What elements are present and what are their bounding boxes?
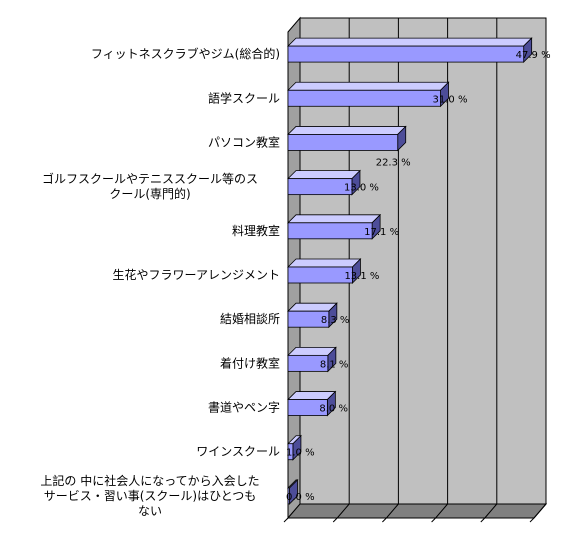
x-tick-mark [529, 517, 535, 523]
category-label: フィットネスクラブやジム(総合的) [91, 46, 280, 61]
category-label-line: クール(専門的) [109, 186, 190, 201]
bar-top-face [287, 81, 450, 91]
bar [287, 169, 361, 196]
category-label-line: ない [138, 504, 162, 518]
bar-top-face [287, 258, 362, 268]
bar-front-face [287, 134, 399, 151]
x-tick-mark [283, 517, 289, 523]
bar-front-face [287, 45, 525, 63]
category-label-line: ワインスクール [196, 445, 280, 459]
bar [287, 302, 338, 329]
bar-front-face [287, 399, 328, 416]
data-label: 1.0 % [286, 448, 315, 459]
bar-front-face [287, 487, 290, 505]
data-label: 0.0 % [286, 492, 315, 503]
category-label-line: フィットネスクラブやジム(総合的) [91, 46, 280, 61]
bar [287, 258, 362, 284]
category-label: ワインスクール [196, 445, 280, 459]
bar-top-face [287, 126, 407, 135]
category-label: 結婚相談所 [220, 311, 280, 326]
bar [287, 390, 337, 417]
gridline-floor [484, 503, 498, 519]
x-tick-mark [332, 517, 338, 523]
category-label-line: 着付け教室 [220, 355, 280, 370]
category-label-line: 語学スクール [208, 90, 280, 105]
bar [287, 125, 407, 152]
x-tick-mark [382, 517, 387, 523]
category-label-line: 上記の 中に社会人になってから入会した [40, 473, 259, 488]
bar [287, 346, 337, 373]
x-tick-mark [431, 517, 436, 523]
category-label: 書道やペン字 [208, 400, 280, 415]
data-label: 47.9 % [516, 50, 551, 61]
category-label-line: サービス・習い事(スクール)はひとつも [44, 489, 257, 503]
category-label-line: 書道やペン字 [208, 400, 280, 415]
gridline-floor [386, 503, 399, 519]
category-label-line: ゴルフスクールやテニススクール等のス [42, 171, 258, 186]
data-label: 13.1 % [344, 271, 379, 282]
bar [287, 81, 450, 108]
data-label: 13.0 % [344, 183, 379, 194]
bar-front-face [287, 266, 353, 284]
gridline-floor [435, 503, 448, 519]
category-label-line: パソコン教室 [208, 134, 280, 149]
category-label-line: 生花やフラワーアレンジメント [112, 267, 280, 282]
bar [287, 478, 299, 505]
category-label: 語学スクール [208, 90, 280, 105]
category-label-line: 料理教室 [232, 223, 280, 238]
plot-floor [286, 503, 548, 519]
category-label: 着付け教室 [220, 355, 280, 370]
bar [287, 37, 533, 64]
bar-front-face [287, 310, 330, 328]
bar-front-face [287, 443, 294, 461]
bar [287, 434, 302, 461]
category-label: 上記の 中に社会人になってから入会したサービス・習い事(スクール)はひとつもない [40, 473, 259, 518]
gridline-floor [336, 503, 350, 519]
bar-top-face [287, 37, 533, 47]
x-tick-mark [480, 517, 486, 523]
data-label: 22.3 % [376, 157, 411, 168]
bar-front-face [287, 89, 441, 107]
bar-top-face [287, 170, 361, 180]
data-label: 31.0 % [433, 94, 468, 105]
bar-front-face [287, 354, 329, 372]
gridline-floor [533, 503, 547, 519]
bar [287, 213, 382, 240]
data-label: 17.1 % [364, 227, 399, 238]
category-label: 料理教室 [232, 223, 280, 238]
category-label: パソコン教室 [208, 134, 280, 149]
category-label: ゴルフスクールやテニススクール等のスクール(専門的) [42, 171, 258, 201]
category-label: 生花やフラワーアレンジメント [112, 267, 280, 282]
bar-front-face [287, 178, 353, 196]
data-label: 8.1 % [320, 359, 349, 370]
category-label-line: 結婚相談所 [220, 311, 280, 326]
bar-top-face [287, 214, 382, 224]
bar-front-face [287, 222, 373, 240]
data-label: 8.0 % [319, 404, 348, 415]
data-label: 8.3 % [321, 315, 350, 326]
